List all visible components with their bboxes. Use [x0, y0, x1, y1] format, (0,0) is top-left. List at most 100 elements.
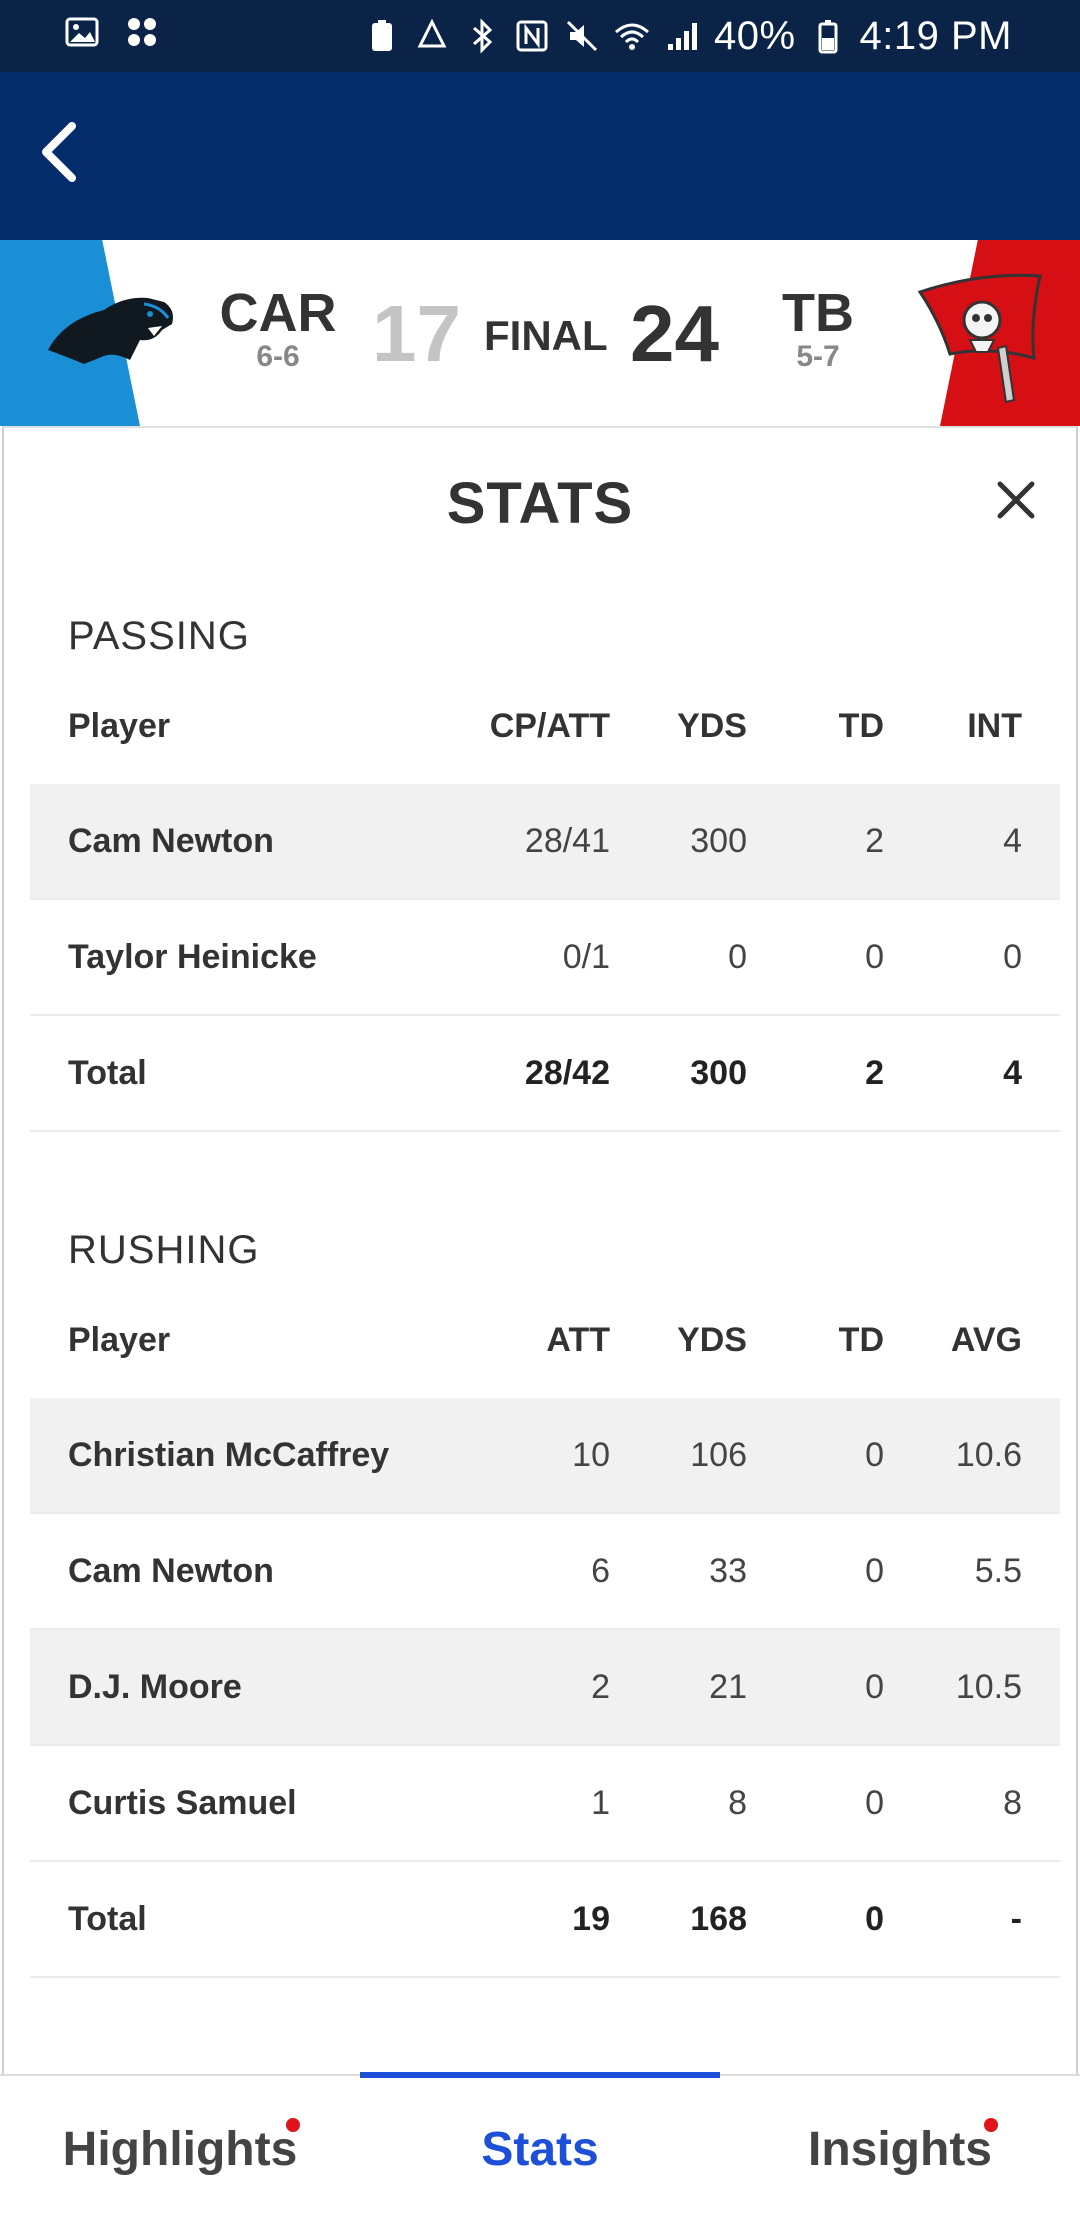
- bluetooth-icon: [472, 18, 493, 54]
- stat-avg: 5.5: [974, 1551, 1022, 1590]
- game-status: FINAL: [484, 312, 608, 359]
- chevron-left-icon: [42, 122, 76, 182]
- player-name: Curtis Samuel: [68, 1783, 297, 1822]
- stat-td: 0: [865, 1551, 884, 1590]
- passing-section-title: PASSING: [68, 614, 250, 658]
- back-button[interactable]: [18, 112, 98, 192]
- close-button[interactable]: [986, 470, 1046, 530]
- stat-yds: 33: [709, 1551, 747, 1590]
- total-yds: 168: [690, 1899, 747, 1938]
- total-int: 4: [1003, 1053, 1022, 1092]
- table-row: Cam Newton 28/41 300 2 4: [30, 784, 1060, 900]
- player-name: D.J. Moore: [68, 1667, 242, 1706]
- battery-percent: 40%: [713, 13, 796, 58]
- total-td: 0: [865, 1899, 884, 1938]
- stat-avg: 10.5: [955, 1667, 1022, 1706]
- apps-icon: [128, 18, 156, 46]
- stat-td: 0: [865, 1783, 884, 1822]
- header-player: Player: [68, 1320, 171, 1359]
- header-int: INT: [967, 706, 1022, 745]
- close-icon: [997, 481, 1035, 519]
- stat-td: 2: [865, 821, 884, 860]
- clock: 4:19 PM: [859, 13, 1012, 58]
- passing-total-row: Total 28/42 300 2 4: [30, 1016, 1060, 1132]
- stat-avg: 8: [1003, 1783, 1022, 1822]
- app-bar: [0, 72, 1080, 240]
- header-player: Player: [68, 706, 171, 745]
- rushing-section-title: RUSHING: [68, 1228, 260, 1272]
- stat-int: 4: [1003, 821, 1022, 860]
- total-yds: 300: [690, 1053, 747, 1092]
- tab-highlights[interactable]: Highlights: [0, 2076, 360, 2220]
- mute-icon: [566, 20, 598, 52]
- tab-highlights-label: Highlights: [62, 2122, 298, 2176]
- stat-td: 0: [865, 937, 884, 976]
- bottom-navigation: Highlights Stats Insights: [0, 2072, 1080, 2220]
- buccaneers-logo-icon[interactable]: [910, 262, 1050, 412]
- rushing-table-header: Player ATT YDS TD AVG: [30, 1282, 1060, 1398]
- stat-td: 0: [865, 1435, 884, 1474]
- tab-insights[interactable]: Insights: [720, 2076, 1080, 2220]
- tab-stats-label: Stats: [481, 2122, 599, 2176]
- highlights-notification-dot: [286, 2118, 300, 2132]
- away-team-record: 6-6: [256, 340, 300, 373]
- passing-table-header: Player CP/ATT YDS TD INT: [30, 668, 1060, 784]
- tab-insights-label: Insights: [807, 2122, 992, 2176]
- battery-icon: [818, 20, 838, 54]
- total-label: Total: [68, 1053, 147, 1092]
- table-row: Curtis Samuel 1 8 0 8: [30, 1746, 1060, 1862]
- stat-att: 10: [572, 1435, 610, 1474]
- stats-scroll-area[interactable]: PASSING Player CP/ATT YDS TD INT Cam New…: [30, 564, 1060, 2076]
- stats-panel: STATS PASSING Player CP/ATT YDS TD INT C…: [2, 426, 1078, 2076]
- score-header: CAR 6-6 17 FINAL 24 TB 5-7: [0, 240, 1080, 426]
- stat-cp-att: 0/1: [562, 937, 610, 976]
- home-team-abbr: TB: [782, 283, 854, 343]
- panthers-logo-icon[interactable]: [44, 280, 180, 380]
- stat-yds: 8: [728, 1783, 747, 1822]
- total-att: 19: [572, 1899, 610, 1938]
- total-cp-att: 28/42: [524, 1053, 610, 1092]
- header-td: TD: [838, 1320, 884, 1359]
- stat-att: 2: [591, 1667, 610, 1706]
- stat-yds: 300: [690, 821, 747, 860]
- total-label: Total: [68, 1899, 147, 1938]
- tab-stats[interactable]: Stats: [360, 2076, 720, 2220]
- total-td: 2: [865, 1053, 884, 1092]
- away-team-abbr: CAR: [219, 283, 337, 343]
- stat-td: 0: [865, 1667, 884, 1706]
- player-name: Cam Newton: [68, 1551, 274, 1590]
- home-team-record: 5-7: [796, 340, 840, 373]
- table-row: D.J. Moore 2 21 0 10.5: [30, 1630, 1060, 1746]
- wifi-icon: [614, 23, 649, 50]
- signal-icon: [667, 23, 697, 50]
- player-name: Cam Newton: [68, 821, 274, 860]
- table-row: Taylor Heinicke 0/1 0 0 0: [30, 900, 1060, 1016]
- total-avg: -: [1010, 1899, 1022, 1938]
- home-team-score: 24: [630, 289, 719, 378]
- player-name: Taylor Heinicke: [68, 937, 317, 976]
- stat-cp-att: 28/41: [524, 821, 610, 860]
- gallery-icon: [65, 17, 99, 47]
- recycle-icon: [417, 18, 447, 48]
- away-team-score: 17: [372, 289, 461, 378]
- player-name: Christian McCaffrey: [68, 1435, 390, 1474]
- stat-att: 1: [591, 1783, 610, 1822]
- stat-yds: 106: [690, 1435, 747, 1474]
- status-bar: 40% 4:19 PM: [0, 0, 1080, 72]
- header-yds: YDS: [677, 1320, 747, 1359]
- insights-notification-dot: [984, 2118, 998, 2132]
- stat-yds: 21: [709, 1667, 747, 1706]
- stat-avg: 10.6: [955, 1435, 1022, 1474]
- stat-int: 0: [1003, 937, 1022, 976]
- header-yds: YDS: [677, 706, 747, 745]
- nfc-icon: [516, 20, 548, 52]
- header-att: ATT: [546, 1320, 610, 1359]
- header-cp-att: CP/ATT: [489, 706, 610, 745]
- battery-saver-icon: [371, 20, 392, 51]
- table-row: Cam Newton 6 33 0 5.5: [30, 1514, 1060, 1630]
- table-row: Christian McCaffrey 10 106 0 10.6: [30, 1398, 1060, 1514]
- stat-att: 6: [591, 1551, 610, 1590]
- panel-title: STATS: [446, 471, 634, 536]
- rushing-total-row: Total 19 168 0 -: [30, 1862, 1060, 1978]
- status-bar-notifications: [64, 14, 160, 50]
